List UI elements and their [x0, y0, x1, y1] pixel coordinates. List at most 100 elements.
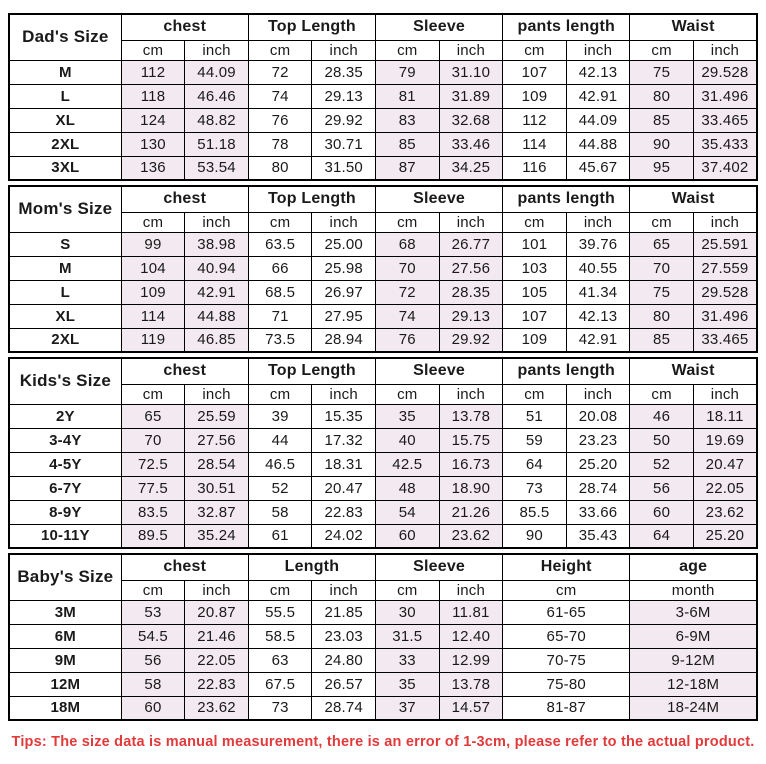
- size-label: 6-7Y: [8, 475, 122, 501]
- section-label: Dad's Size: [8, 13, 122, 61]
- value-cell: 114: [120, 303, 186, 329]
- value-cell: 66: [247, 255, 313, 281]
- value-cell: 90: [502, 523, 567, 549]
- value-cell: 27.95: [311, 303, 376, 329]
- section-label: Baby's Size: [8, 553, 122, 601]
- unit-label: inch: [565, 383, 631, 405]
- value-cell: 22.83: [184, 671, 249, 697]
- size-label: XL: [8, 107, 122, 133]
- column-group-label: pants length: [502, 185, 631, 213]
- table-row: 2XL 130 51.18 78 30.71 85 33.46 114 44.88 90 35.43…: [8, 131, 758, 157]
- value-cell: 81-87: [502, 695, 631, 721]
- value-cell: 68: [375, 231, 440, 257]
- value-cell: 85: [375, 131, 440, 157]
- value-cell: 51.18: [184, 131, 249, 157]
- value-cell: 12-18M: [629, 671, 758, 697]
- value-cell: 81: [375, 83, 440, 109]
- size-label: 9M: [8, 647, 122, 673]
- unit-label: inch: [311, 579, 376, 601]
- column-group-label: Sleeve: [374, 13, 504, 41]
- size-label: 4-5Y: [8, 451, 122, 477]
- value-cell: 39: [247, 403, 313, 429]
- value-cell: 51: [502, 403, 567, 429]
- value-cell: 23.62: [184, 695, 249, 721]
- size-label: 2XL: [8, 327, 122, 353]
- value-cell: 109: [502, 327, 567, 353]
- value-cell: 39.76: [565, 231, 631, 257]
- column-group-label: chest: [120, 185, 249, 213]
- value-cell: 50: [629, 427, 694, 453]
- value-cell: 29.13: [438, 303, 504, 329]
- size-label: 10-11Y: [8, 523, 122, 549]
- value-cell: 95: [629, 155, 694, 181]
- value-cell: 25.591: [692, 231, 758, 257]
- unit-header-row: cm inch cm inch cm inch cm inch cm inch: [9, 211, 758, 233]
- value-cell: 58: [120, 671, 186, 697]
- value-cell: 74: [375, 303, 440, 329]
- size-label: S: [8, 231, 122, 257]
- table-row: 6-7Y 77.5 30.51 52 20.47 48 18.90 73 28.74 56 22.0…: [8, 475, 758, 501]
- group-header-row: Baby's Size chest Length Sleeve Height age: [8, 553, 758, 601]
- value-cell: 60: [120, 695, 186, 721]
- unit-label: inch: [565, 211, 631, 233]
- value-cell: 24.02: [311, 523, 376, 549]
- unit-label: cm: [247, 211, 313, 233]
- value-cell: 26.97: [311, 279, 376, 305]
- size-label: L: [8, 279, 122, 305]
- value-cell: 109: [502, 83, 567, 109]
- unit-label: cm: [120, 211, 186, 233]
- unit-label: cm: [247, 383, 313, 405]
- value-cell: 118: [120, 83, 186, 109]
- table-row: M 112 44.09 72 28.35 79 31.10 107 42.13 75 29.528: [8, 59, 758, 85]
- value-cell: 75-80: [502, 671, 631, 697]
- column-group-label: age: [629, 553, 758, 581]
- value-cell: 56: [629, 475, 694, 501]
- value-cell: 67.5: [247, 671, 313, 697]
- value-cell: 33.465: [692, 327, 758, 353]
- unit-label: cm: [375, 579, 440, 601]
- unit-label: inch: [438, 383, 504, 405]
- value-cell: 73: [247, 695, 313, 721]
- value-cell: 23.62: [438, 523, 504, 549]
- value-cell: 18.90: [438, 475, 504, 501]
- unit-label: inch: [311, 211, 376, 233]
- value-cell: 25.59: [184, 403, 249, 429]
- value-cell: 46.46: [184, 83, 249, 109]
- table-row: 2Y 65 25.59 39 15.35 35 13.78 51 20.08 46 18.11: [8, 403, 758, 429]
- value-cell: 35.24: [184, 523, 249, 549]
- value-cell: 42.91: [565, 327, 631, 353]
- value-cell: 65: [629, 231, 694, 257]
- table-row: L 118 46.46 74 29.13 81 31.89 109 42.91 80 31.496: [8, 83, 758, 109]
- value-cell: 23.03: [311, 623, 376, 649]
- unit-label: cm: [502, 579, 631, 601]
- value-cell: 72.5: [120, 451, 186, 477]
- value-cell: 42.13: [565, 303, 631, 329]
- value-cell: 11.81: [438, 599, 504, 625]
- value-cell: 27.56: [438, 255, 504, 281]
- value-cell: 116: [502, 155, 567, 181]
- value-cell: 72: [375, 279, 440, 305]
- value-cell: 70: [120, 427, 186, 453]
- value-cell: 46: [629, 403, 694, 429]
- table-row: 12M 58 22.83 67.5 26.57 35 13.78 75-80 12-18M: [8, 671, 758, 697]
- value-cell: 25.20: [692, 523, 758, 549]
- unit-header-row: cm inch cm inch cm inch cm inch cm inch: [9, 39, 758, 61]
- unit-header-row: cm inch cm inch cm inch cm month: [9, 579, 758, 601]
- value-cell: 53: [120, 599, 186, 625]
- value-cell: 61: [247, 523, 313, 549]
- value-cell: 89.5: [120, 523, 186, 549]
- value-cell: 54: [375, 499, 440, 525]
- value-cell: 45.67: [565, 155, 631, 181]
- value-cell: 28.74: [311, 695, 376, 721]
- table-row: L 109 42.91 68.5 26.97 72 28.35 105 41.34 75 29.52…: [8, 279, 758, 305]
- value-cell: 73: [502, 475, 567, 501]
- section-label: Mom's Size: [8, 185, 122, 233]
- value-cell: 30.71: [311, 131, 376, 157]
- value-cell: 33.46: [438, 131, 504, 157]
- column-group-label: Sleeve: [374, 185, 504, 213]
- value-cell: 26.77: [438, 231, 504, 257]
- value-cell: 42.5: [375, 451, 440, 477]
- unit-label: cm: [375, 383, 440, 405]
- value-cell: 13.78: [438, 403, 504, 429]
